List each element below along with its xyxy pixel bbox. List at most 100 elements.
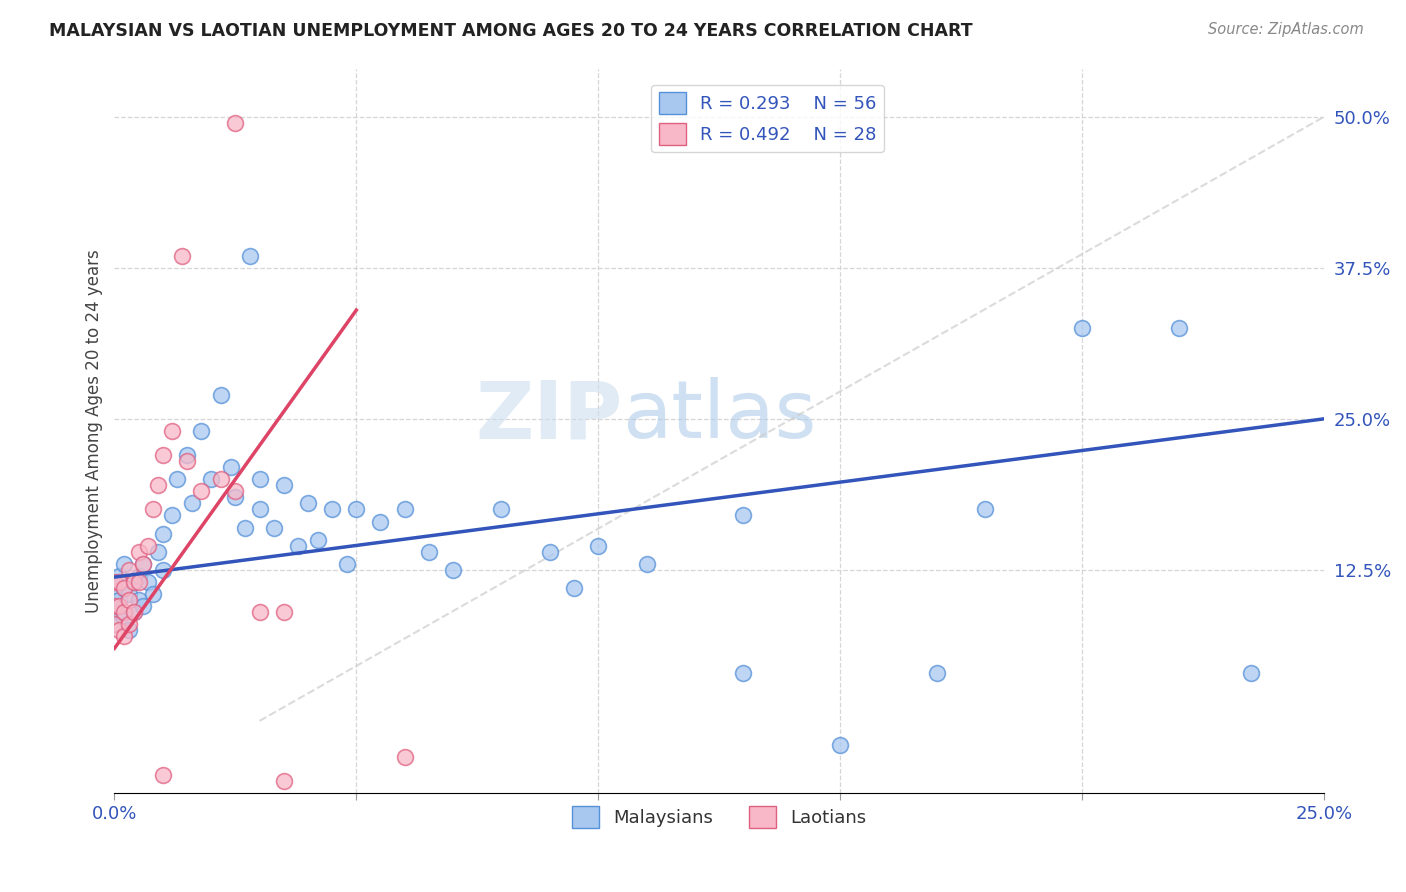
Point — [112, 611, 135, 625]
Point — [122, 605, 145, 619]
Point — [128, 574, 150, 589]
Point — [273, 478, 295, 492]
Point — [562, 581, 585, 595]
Point — [112, 557, 135, 571]
Point — [190, 424, 212, 438]
Point — [200, 472, 222, 486]
Point — [108, 569, 131, 583]
Point — [287, 539, 309, 553]
Point — [146, 478, 169, 492]
Point — [112, 605, 135, 619]
Point — [190, 484, 212, 499]
Y-axis label: Unemployment Among Ages 20 to 24 years: Unemployment Among Ages 20 to 24 years — [86, 249, 103, 613]
Point — [128, 569, 150, 583]
Point — [118, 593, 141, 607]
Legend: Malaysians, Laotians: Malaysians, Laotians — [564, 798, 875, 835]
Text: ZIP: ZIP — [475, 377, 623, 456]
Point — [166, 472, 188, 486]
Point — [224, 116, 246, 130]
Point — [180, 496, 202, 510]
Point — [162, 508, 184, 523]
Point — [586, 539, 609, 553]
Point — [162, 424, 184, 438]
Point — [273, 774, 295, 789]
Point — [132, 557, 155, 571]
Text: MALAYSIAN VS LAOTIAN UNEMPLOYMENT AMONG AGES 20 TO 24 YEARS CORRELATION CHART: MALAYSIAN VS LAOTIAN UNEMPLOYMENT AMONG … — [49, 22, 973, 40]
Point — [394, 750, 416, 764]
Point — [830, 738, 852, 752]
Point — [233, 520, 256, 534]
Point — [974, 502, 997, 516]
Point — [321, 502, 343, 516]
Point — [249, 502, 271, 516]
Point — [441, 563, 464, 577]
Point — [172, 249, 194, 263]
Point — [344, 502, 367, 516]
Point — [336, 557, 359, 571]
Point — [108, 624, 131, 638]
Point — [118, 587, 141, 601]
Point — [103, 599, 125, 613]
Point — [1167, 321, 1189, 335]
Point — [224, 491, 246, 505]
Point — [249, 472, 271, 486]
Point — [136, 539, 159, 553]
Point — [132, 557, 155, 571]
Point — [1240, 665, 1263, 680]
Point — [263, 520, 285, 534]
Point — [1071, 321, 1094, 335]
Point — [307, 533, 329, 547]
Point — [103, 587, 125, 601]
Point — [132, 599, 155, 613]
Point — [249, 605, 271, 619]
Point — [152, 563, 174, 577]
Point — [152, 768, 174, 782]
Point — [122, 574, 145, 589]
Point — [733, 665, 755, 680]
Text: Source: ZipAtlas.com: Source: ZipAtlas.com — [1208, 22, 1364, 37]
Point — [142, 502, 165, 516]
Point — [418, 545, 440, 559]
Point — [118, 624, 141, 638]
Point — [224, 484, 246, 499]
Point — [112, 581, 135, 595]
Point — [176, 454, 198, 468]
Point — [103, 574, 125, 589]
Point — [733, 508, 755, 523]
Point — [128, 593, 150, 607]
Text: atlas: atlas — [623, 377, 817, 456]
Point — [118, 617, 141, 632]
Point — [538, 545, 561, 559]
Point — [112, 629, 135, 643]
Point — [273, 605, 295, 619]
Point — [103, 617, 125, 632]
Point — [636, 557, 658, 571]
Point — [108, 605, 131, 619]
Point — [370, 515, 392, 529]
Point — [152, 448, 174, 462]
Point — [394, 502, 416, 516]
Point — [146, 545, 169, 559]
Point — [219, 460, 242, 475]
Point — [142, 587, 165, 601]
Point — [925, 665, 948, 680]
Point — [491, 502, 513, 516]
Point — [136, 574, 159, 589]
Point — [108, 599, 131, 613]
Point — [152, 526, 174, 541]
Point — [108, 593, 131, 607]
Point — [209, 387, 232, 401]
Point — [103, 599, 125, 613]
Point — [118, 563, 141, 577]
Point — [128, 545, 150, 559]
Point — [122, 574, 145, 589]
Point — [122, 605, 145, 619]
Point — [239, 249, 262, 263]
Point — [297, 496, 319, 510]
Point — [103, 574, 125, 589]
Point — [209, 472, 232, 486]
Point — [176, 448, 198, 462]
Point — [108, 574, 131, 589]
Point — [112, 581, 135, 595]
Point — [103, 617, 125, 632]
